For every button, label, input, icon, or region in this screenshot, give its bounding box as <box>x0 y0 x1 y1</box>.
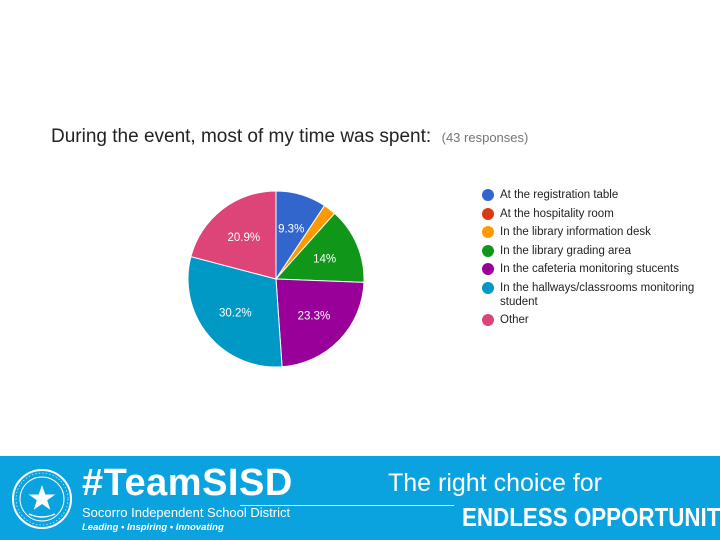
legend-label: In the hallways/classrooms monitoring st… <box>500 281 695 308</box>
pie-slice-label: 23.3% <box>298 311 331 323</box>
district-name: Socorro Independent School District <box>82 505 291 520</box>
legend-label: At the registration table <box>500 189 619 201</box>
footer-banner: #TeamSISD Socorro Independent School Dis… <box>0 456 720 540</box>
pie-labels: 9.3% 14% 23.3% 30.2% 20.9% <box>219 223 336 322</box>
footer-divider <box>240 505 454 506</box>
legend-label: In the cafeteria monitoring stucents <box>500 263 679 275</box>
legend-item: In the hallways/classrooms monitoring st… <box>482 281 700 309</box>
pie-slice <box>187 255 283 368</box>
legend-label: At the hospitality room <box>500 207 614 220</box>
tagline-top: The right choice for <box>388 469 602 497</box>
pie-slice-label: 14% <box>313 253 336 265</box>
legend-label: In the library grading area <box>500 244 632 257</box>
pie-slices <box>187 190 365 368</box>
pie-slice <box>275 278 365 368</box>
legend-item: At the registration table <box>482 188 700 202</box>
chart-header: During the event, most of my time was sp… <box>51 126 528 148</box>
legend-label: Other <box>500 314 529 326</box>
legend-item: In the cafeteria monitoring stucents <box>482 262 700 276</box>
legend-item: Other <box>482 313 700 327</box>
district-motto: Leading • Inspiring • Innovating <box>82 522 224 533</box>
legend-swatch <box>482 244 494 257</box>
legend-swatch <box>482 226 494 238</box>
tagline-bottom: ENDLESS OPPORTUNITIES. <box>462 502 720 532</box>
pie-slice <box>190 190 277 280</box>
pie-chart: 9.3% 14% 23.3% 30.2% 20.9% <box>187 190 365 368</box>
pie-slice <box>274 212 365 283</box>
school-district-seal-icon <box>12 469 72 529</box>
legend-swatch <box>482 263 494 275</box>
legend-swatch <box>482 189 494 201</box>
chart-subtitle: (43 responses) <box>441 130 529 145</box>
legend-swatch <box>482 314 494 326</box>
legend-swatch <box>482 281 494 294</box>
pie-slice-label: 20.9% <box>227 232 260 244</box>
chart-legend: At the registration table At the hospital… <box>482 188 700 332</box>
chart-title: During the event, most of my time was sp… <box>51 126 432 147</box>
legend-item: At the hospitality room <box>482 207 700 221</box>
legend-item: In the library information desk <box>482 225 700 239</box>
pie-slice-label: 30.2% <box>219 308 252 320</box>
legend-swatch <box>482 207 494 220</box>
legend-item: In the library grading area <box>482 244 700 258</box>
legend-label: In the library information desk <box>500 226 651 238</box>
pie-slice-label: 9.3% <box>278 223 304 235</box>
team-hashtag: #TeamSISD <box>82 462 293 504</box>
